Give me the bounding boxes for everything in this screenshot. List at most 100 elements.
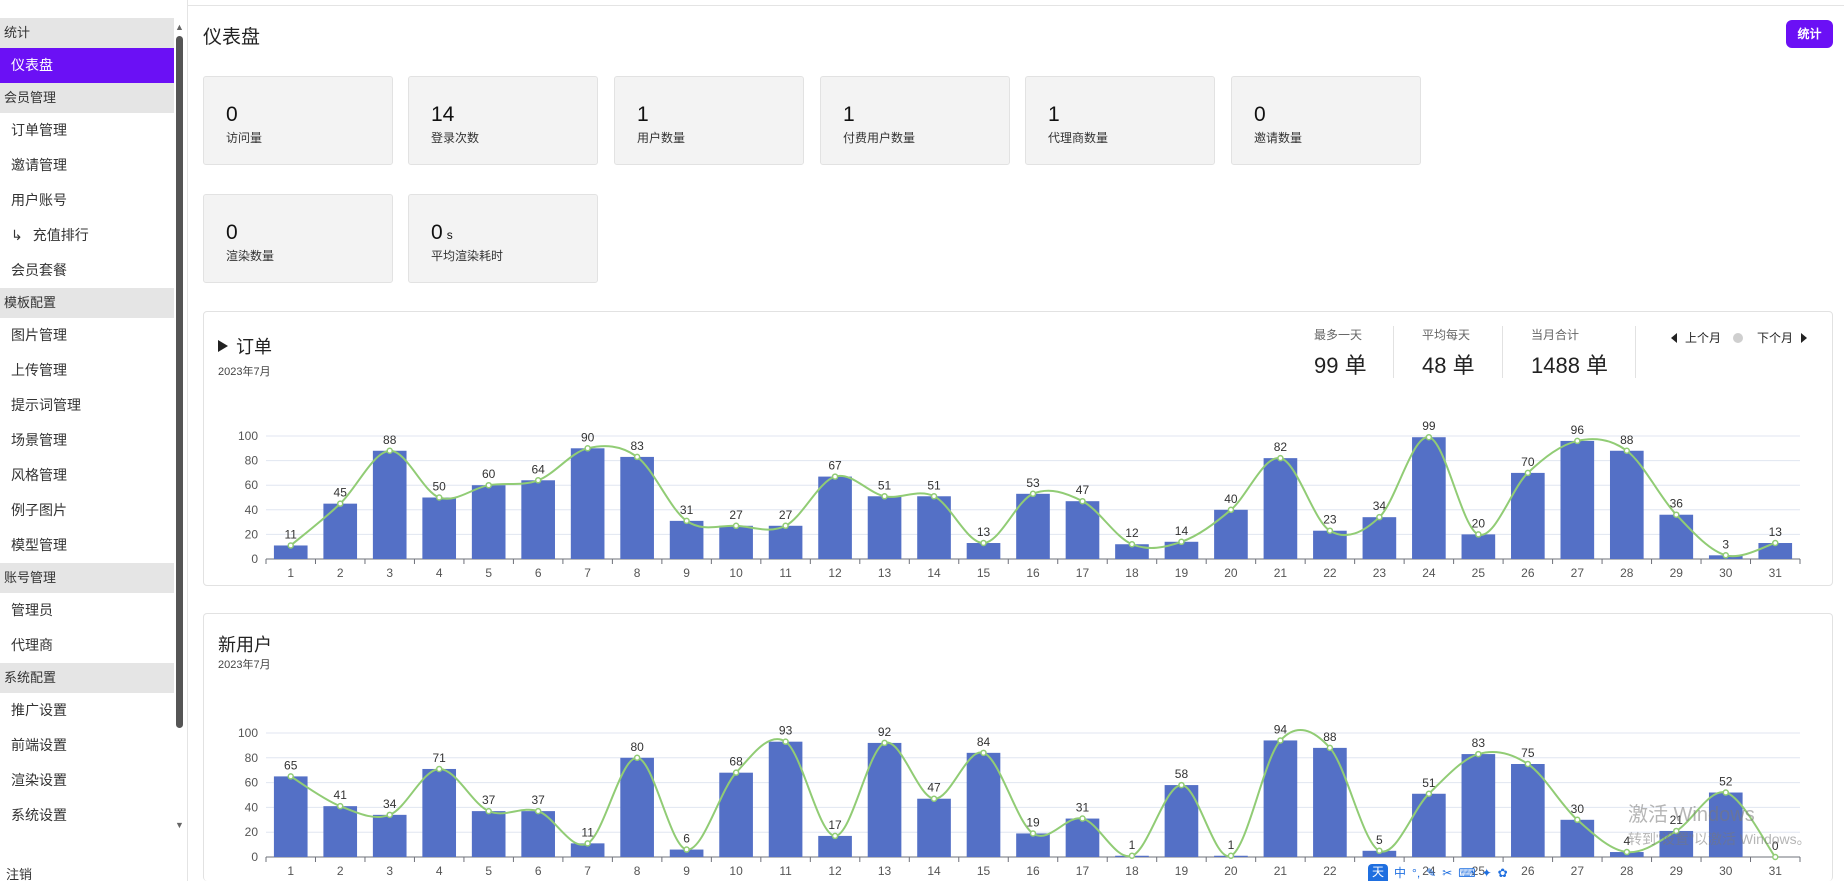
line-point (1128, 852, 1136, 860)
line-point (336, 802, 344, 810)
line-point (1227, 852, 1235, 860)
sidebar-item[interactable]: 上传管理 (0, 353, 174, 388)
line-point (485, 807, 492, 815)
sidebar-item[interactable]: 场景管理 (0, 423, 174, 458)
sidebar-item[interactable]: 推广设置 (0, 693, 174, 728)
bar (273, 776, 308, 857)
line-point (1128, 540, 1136, 548)
x-tick-label: 31 (1769, 864, 1783, 878)
x-tick-label: 7 (584, 566, 591, 580)
line-point (1673, 827, 1680, 835)
stat-card-invites: 0 邀请数量 (1231, 76, 1421, 165)
bar (867, 742, 902, 857)
sidebar-item[interactable]: ↳ 充值排行 (0, 218, 174, 253)
x-tick-label: 5 (485, 566, 492, 580)
ime-language[interactable]: 中 (1394, 866, 1407, 880)
scroll-up-arrow-icon[interactable]: ▲ (175, 22, 184, 32)
line-point (1376, 847, 1383, 855)
ime-toolbar[interactable]: 天 中 °, ✎ ✂ ⌨ ✦ ✿ (1368, 864, 1508, 881)
punctuation-icon[interactable]: °, (1412, 865, 1421, 880)
x-tick-label: 27 (1571, 864, 1585, 878)
data-label: 23 (1323, 513, 1337, 527)
data-label: 90 (581, 430, 595, 444)
stat-card-users: 1 用户数量 (614, 76, 804, 165)
bar (1214, 509, 1248, 559)
data-label: 6 (683, 832, 690, 846)
data-label: 58 (1175, 767, 1189, 781)
skin-icon[interactable]: ✦ (1481, 865, 1492, 880)
prev-month-button[interactable]: 上个月 (1671, 329, 1721, 346)
trend-line (290, 729, 1777, 858)
x-tick-label: 11 (779, 566, 792, 580)
bar (719, 525, 753, 559)
data-label: 94 (1274, 722, 1288, 736)
line-point (1079, 815, 1086, 822)
sidebar-item[interactable]: 仪表盘 (0, 48, 174, 83)
x-tick-label: 15 (977, 566, 991, 580)
stat-value: 0 (1254, 103, 1266, 126)
keyboard-icon[interactable]: ⌨ (1458, 865, 1476, 880)
y-tick-label: 20 (245, 825, 259, 839)
sidebar-scrollbar[interactable] (176, 36, 183, 728)
y-tick-label: 100 (238, 429, 258, 443)
sidebar-item[interactable]: 管理员 (0, 593, 174, 628)
x-tick-label: 12 (828, 566, 842, 580)
data-label: 96 (1571, 423, 1585, 437)
data-label: 75 (1521, 746, 1535, 760)
sidebar-item[interactable]: 订单管理 (0, 113, 174, 148)
sidebar-item[interactable]: 代理商 (0, 628, 174, 663)
y-tick-label: 0 (251, 552, 258, 566)
line-point (1524, 760, 1532, 768)
stat-label: 付费用户数量 (843, 131, 916, 145)
sidebar-item[interactable]: 会员套餐 (0, 253, 174, 288)
sidebar-item[interactable]: 邀请管理 (0, 148, 174, 183)
bar (471, 811, 506, 857)
bar (917, 798, 951, 857)
new-users-subtitle: 2023年7月 (218, 659, 271, 671)
sidebar-item[interactable]: 模型管理 (0, 528, 174, 563)
data-label: 21 (1670, 813, 1684, 827)
settings-icon[interactable]: ✿ (1497, 865, 1508, 880)
data-label: 17 (828, 818, 842, 832)
orders-title-text: 订单 (236, 337, 272, 357)
scroll-down-arrow-icon[interactable]: ▼ (175, 820, 184, 830)
line-point (881, 493, 888, 500)
sidebar-item[interactable]: 图片管理 (0, 318, 174, 353)
line-point (435, 765, 443, 773)
orders-title[interactable]: 订单 (218, 333, 272, 359)
stat-button[interactable]: 统计 (1786, 20, 1833, 48)
sidebar-item[interactable]: 渲染设置 (0, 763, 174, 798)
line-point (584, 445, 591, 452)
stat-value: 1 (637, 103, 649, 126)
line-point (1029, 490, 1037, 498)
sidebar-section-header: 账号管理 (0, 563, 174, 593)
line-point (831, 832, 839, 840)
sidebar-item[interactable]: 系统设置 (0, 798, 174, 833)
month-navigation: 上个月 下个月 (1671, 329, 1808, 346)
line-point (336, 500, 344, 507)
kpi-divider (1635, 326, 1636, 378)
next-month-button[interactable]: 下个月 (1757, 329, 1808, 346)
pen-icon[interactable]: ✎ (1426, 865, 1437, 880)
expand-triangle-icon[interactable] (218, 340, 228, 352)
data-label: 92 (878, 725, 892, 739)
line-point (1326, 527, 1334, 534)
data-label: 12 (1125, 526, 1139, 540)
bar (768, 525, 803, 559)
data-label: 47 (927, 781, 941, 795)
logout-link[interactable]: 注销 (6, 867, 33, 882)
line-point (683, 846, 690, 853)
sidebar-item[interactable]: 用户账号 (0, 183, 174, 218)
sidebar-item[interactable]: 提示词管理 (0, 388, 174, 423)
sidebar-item[interactable]: 风格管理 (0, 458, 174, 493)
sidebar-item[interactable]: 前端设置 (0, 728, 174, 763)
data-label: 31 (1076, 801, 1090, 815)
orders-panel: 订单 2023年7月 最多一天 99 单 平均每天 48 单 当月合计 1488… (203, 311, 1833, 586)
tools-icon[interactable]: ✂ (1442, 865, 1453, 880)
line-point (1722, 789, 1730, 796)
current-month-dot[interactable] (1733, 332, 1744, 343)
bar (1708, 792, 1743, 857)
data-label: 51 (878, 478, 892, 492)
ime-badge[interactable]: 天 (1368, 864, 1388, 881)
sidebar-item[interactable]: 例子图片 (0, 493, 174, 528)
